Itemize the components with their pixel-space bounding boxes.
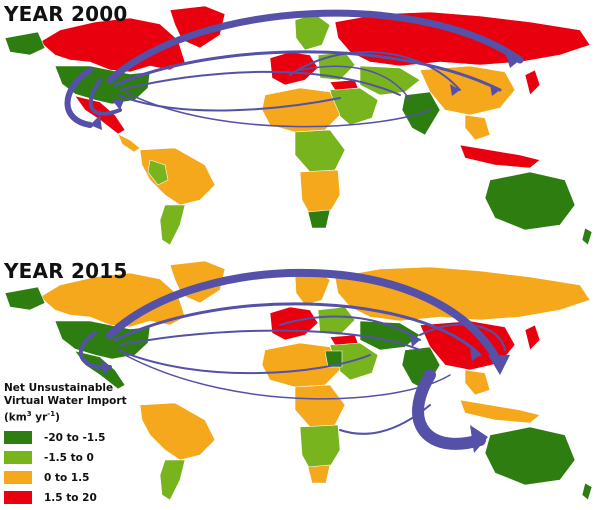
flow-arrow: [117, 94, 341, 112]
legend-title: Net Unsustainable Virtual Water Import (…: [4, 382, 146, 425]
map-legend: Net Unsustainable Virtual Water Import (…: [4, 382, 146, 505]
legend-label: 1.5 to 20: [44, 491, 97, 504]
region-alaska: [4, 286, 46, 311]
legend-swatch: [4, 451, 32, 464]
region-middle-east: [329, 87, 379, 126]
arrowhead: [490, 84, 500, 96]
region-se-asia: [464, 369, 491, 396]
world-map-2015: [4, 260, 593, 501]
world-map-2000: [4, 5, 593, 246]
flow-arrow: [279, 315, 421, 341]
region-usa: [54, 320, 151, 360]
arrowhead: [488, 355, 510, 375]
region-south-america-north: [139, 402, 216, 461]
map-panel-2015: YEAR 2015: [0, 255, 602, 510]
region-egypt: [324, 350, 343, 368]
arrowhead: [470, 349, 480, 361]
arrowhead: [470, 425, 488, 453]
region-new-zealand: [581, 227, 593, 246]
region-western-europe: [269, 306, 319, 341]
legend-item: 0 to 1.5: [4, 471, 146, 485]
region-south-america-south: [159, 459, 186, 501]
legend-item: 1.5 to 20: [4, 491, 146, 505]
region-turkey: [329, 79, 359, 91]
region-scandinavia: [294, 13, 331, 51]
region-canada: [39, 272, 186, 328]
legend-label: -1.5 to 0: [44, 451, 94, 464]
arrowhead: [505, 52, 520, 68]
region-russia: [334, 266, 591, 322]
flow-arrow: [119, 329, 421, 351]
region-indonesia: [459, 399, 541, 424]
region-australia: [484, 426, 576, 486]
flow-arrow: [419, 323, 506, 351]
region-central-america: [117, 133, 141, 153]
flow-arrow: [124, 91, 431, 128]
legend-title-line1: Net Unsustainable: [4, 382, 114, 394]
flow-arrow: [289, 51, 461, 91]
region-indonesia: [459, 144, 541, 169]
flow-arrows-2000: [64, 9, 524, 128]
flow-arrowheads-2015: [100, 335, 510, 453]
flow-arrow: [119, 70, 401, 96]
flow-arrow: [339, 404, 431, 435]
arrowhead: [100, 359, 110, 375]
legend-swatch: [4, 431, 32, 444]
flow-arrows-2015: [78, 268, 506, 450]
region-central-africa: [294, 384, 346, 428]
arrowhead: [450, 84, 460, 96]
panel-title-2000: YEAR 2000: [4, 2, 128, 26]
legend-label: -20 to -1.5: [44, 431, 106, 444]
arrowhead: [410, 335, 420, 347]
region-canada: [39, 17, 186, 73]
legend-label: 0 to 1.5: [44, 471, 90, 484]
region-south-america-brazil: [147, 159, 169, 186]
region-south-america-south: [159, 204, 186, 246]
flow-arrow: [117, 349, 371, 375]
region-china: [419, 65, 516, 116]
legend-swatch: [4, 471, 32, 484]
region-south-africa: [307, 209, 331, 229]
flow-arrow: [113, 50, 502, 92]
arrowhead: [90, 115, 102, 130]
legend-title-line2: Virtual Water Import: [4, 395, 127, 407]
region-australia: [484, 171, 576, 231]
flow-arrow: [106, 268, 504, 369]
region-south-africa: [307, 464, 331, 484]
flow-arrowheads-2000: [90, 52, 520, 130]
region-new-zealand: [581, 482, 593, 501]
flow-arrow: [64, 67, 93, 128]
region-se-asia: [464, 114, 491, 141]
panel-title-2015: YEAR 2015: [4, 259, 128, 283]
legend-item: -20 to -1.5: [4, 431, 146, 445]
region-japan: [524, 69, 541, 96]
map-panel-2000: YEAR 2000: [4, 2, 593, 246]
region-central-asia: [359, 320, 421, 351]
region-south-america-north: [139, 147, 216, 206]
flow-arrow: [299, 65, 411, 101]
legend-item: -1.5 to 0: [4, 451, 146, 465]
legend-swatch: [4, 491, 32, 504]
flow-arrow: [88, 78, 122, 116]
region-turkey: [329, 334, 359, 346]
region-mexico: [74, 350, 126, 390]
flow-arrow: [113, 302, 482, 357]
region-russia: [334, 11, 591, 67]
flow-arrow: [78, 331, 112, 370]
region-eastern-europe: [317, 306, 356, 336]
flow-arrow: [106, 9, 524, 84]
region-scandinavia: [294, 268, 331, 306]
legend-unit: (km3 yr-1): [4, 410, 60, 424]
region-alaska: [4, 31, 46, 56]
flow-arrow: [412, 369, 486, 450]
region-japan: [524, 324, 541, 351]
region-central-africa: [294, 129, 346, 173]
arrowhead: [112, 100, 124, 110]
